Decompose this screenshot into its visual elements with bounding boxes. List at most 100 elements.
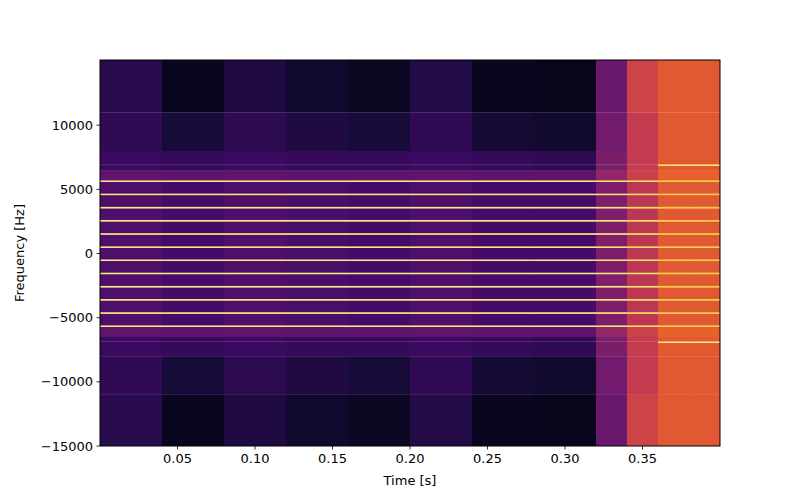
cell xyxy=(286,182,348,194)
cell xyxy=(348,180,410,182)
y-tick xyxy=(97,125,101,126)
cell xyxy=(100,246,162,248)
cell xyxy=(689,300,720,312)
cell xyxy=(224,314,286,326)
cell xyxy=(162,221,224,233)
x-tick xyxy=(487,446,488,450)
cell xyxy=(472,233,534,235)
cell xyxy=(224,60,286,113)
cell xyxy=(224,341,286,343)
cell xyxy=(286,246,348,248)
cell xyxy=(658,166,689,171)
cell xyxy=(348,248,410,260)
cell xyxy=(286,274,348,286)
cell xyxy=(627,259,658,261)
cell xyxy=(689,221,720,233)
cell xyxy=(627,220,658,222)
cell xyxy=(100,60,162,113)
cell xyxy=(162,170,224,180)
cell xyxy=(348,274,410,286)
cell xyxy=(286,286,348,288)
cell xyxy=(596,164,627,166)
cell xyxy=(348,259,410,261)
cell xyxy=(286,325,348,327)
cell xyxy=(689,325,720,327)
cell xyxy=(100,356,162,395)
cell xyxy=(627,343,658,357)
cell xyxy=(348,166,410,171)
cell xyxy=(596,341,627,343)
cell xyxy=(627,221,658,233)
cell xyxy=(224,300,286,312)
cell xyxy=(410,193,472,195)
cell xyxy=(100,235,162,247)
cell xyxy=(658,207,689,209)
cell xyxy=(658,248,689,260)
cell xyxy=(286,314,348,326)
cell xyxy=(534,193,596,195)
cell xyxy=(410,274,472,286)
cell xyxy=(162,300,224,312)
cell xyxy=(348,60,410,113)
cell xyxy=(596,312,627,314)
x-tick-label: 0.25 xyxy=(473,451,502,466)
x-tick xyxy=(255,446,256,450)
cell xyxy=(224,170,286,180)
cell xyxy=(596,300,627,312)
cell xyxy=(162,207,224,209)
cell xyxy=(534,343,596,357)
cell xyxy=(410,151,472,165)
cell xyxy=(627,60,658,113)
cell xyxy=(472,341,534,343)
cell xyxy=(162,166,224,171)
cell xyxy=(348,112,410,151)
cell xyxy=(410,287,472,299)
x-tick-label: 0.15 xyxy=(318,451,347,466)
cell xyxy=(658,221,689,233)
cell xyxy=(689,337,720,342)
cell xyxy=(286,343,348,357)
cell xyxy=(224,151,286,165)
cell xyxy=(689,166,720,171)
cell xyxy=(689,207,720,209)
cell xyxy=(627,327,658,337)
cell xyxy=(224,221,286,233)
cell xyxy=(162,248,224,260)
cell xyxy=(534,327,596,337)
cell xyxy=(162,327,224,337)
cell xyxy=(224,233,286,235)
cell xyxy=(689,246,720,248)
cell xyxy=(472,246,534,248)
cell xyxy=(348,327,410,337)
cell xyxy=(100,207,162,209)
cell xyxy=(286,151,348,165)
cell xyxy=(534,180,596,182)
cell xyxy=(100,341,162,343)
cell xyxy=(286,299,348,301)
cell xyxy=(596,395,627,446)
cell xyxy=(472,287,534,299)
cell xyxy=(658,341,689,343)
cell xyxy=(286,195,348,207)
cell xyxy=(348,337,410,342)
cell xyxy=(534,182,596,194)
x-tick xyxy=(410,446,411,450)
cell xyxy=(224,208,286,220)
cell xyxy=(224,246,286,248)
cell xyxy=(658,286,689,288)
cell xyxy=(348,341,410,343)
cell xyxy=(689,356,720,395)
cell xyxy=(596,273,627,275)
cell xyxy=(596,208,627,220)
cell xyxy=(348,246,410,248)
cell xyxy=(224,164,286,166)
cell xyxy=(472,151,534,165)
cell xyxy=(348,220,410,222)
cell xyxy=(286,208,348,220)
cell xyxy=(348,286,410,288)
cell xyxy=(689,299,720,301)
cell xyxy=(286,341,348,343)
cell xyxy=(224,395,286,446)
cell xyxy=(100,337,162,342)
page: {"chart_data": { "type": "heatmap", "xla… xyxy=(0,0,800,501)
